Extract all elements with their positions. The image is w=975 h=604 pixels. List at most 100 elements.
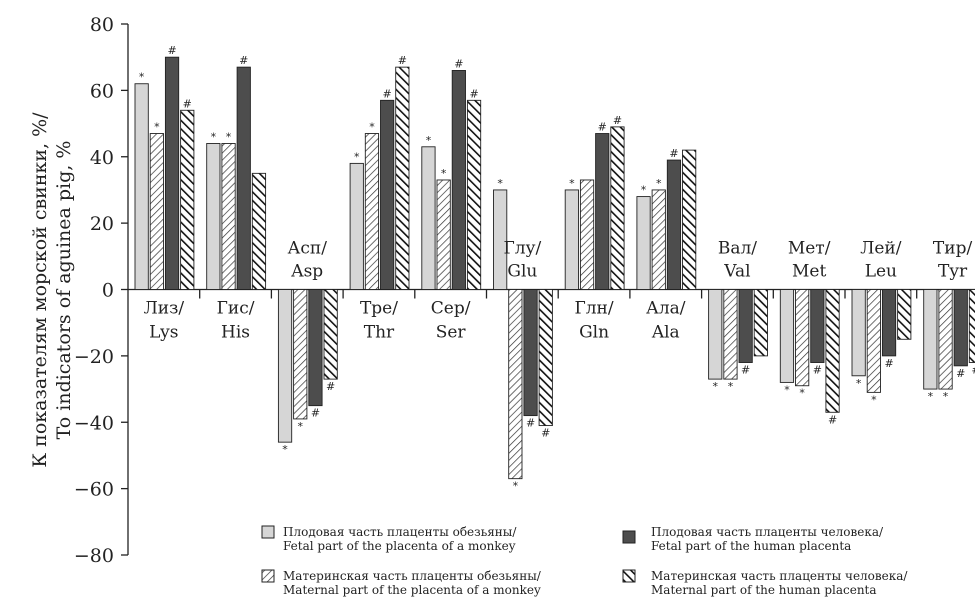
legend-item-maternal-human: Материнская часть плаценты человека/ Mat… xyxy=(622,569,908,597)
category-label-en: Gln xyxy=(579,323,609,343)
significance-mark: * xyxy=(354,150,360,163)
significance-mark: * xyxy=(513,480,519,493)
bar xyxy=(451,70,466,290)
legend-swatch-maternal-human xyxy=(622,569,636,583)
significance-mark: * xyxy=(154,121,160,134)
y-tick-label: −40 xyxy=(74,412,114,434)
bar xyxy=(753,289,768,357)
significance-mark: # xyxy=(469,87,478,100)
category-labels: Лиз/Lys Гис/His Асп/Asp Тре/Thr Сер/Ser Глу/G… xyxy=(144,239,973,343)
significance-mark: # xyxy=(383,87,392,100)
category-label-en: Asp xyxy=(290,262,323,282)
bar xyxy=(421,146,436,290)
bar xyxy=(180,109,195,290)
significance-mark: # xyxy=(956,367,965,380)
y-tick-label: 40 xyxy=(90,147,114,169)
bar xyxy=(968,289,975,363)
legend-swatch-fetal-human xyxy=(622,530,636,544)
significance-mark: # xyxy=(598,121,607,134)
bar xyxy=(938,289,953,390)
category-label-ru: Ала/ xyxy=(646,299,686,319)
bar xyxy=(610,126,625,290)
significance-mark: # xyxy=(311,407,320,420)
bar xyxy=(953,289,968,367)
legend-swatch-fetal-monkey xyxy=(261,525,275,539)
bars xyxy=(134,56,975,480)
bar xyxy=(636,196,651,290)
bar xyxy=(206,143,221,290)
significance-mark: # xyxy=(183,97,192,110)
category-label-en: His xyxy=(221,323,250,343)
significance-mark: * xyxy=(784,383,790,396)
legend-label-fetal-monkey-ru: Плодовая часть плаценты обезьяны/ xyxy=(283,525,517,539)
y-tick-label: −60 xyxy=(74,479,114,501)
bar xyxy=(538,289,553,427)
y-tick-label: 80 xyxy=(90,14,114,36)
bar xyxy=(795,289,810,387)
significance-mark: * xyxy=(298,420,304,433)
bar xyxy=(595,133,610,290)
significance-mark: * xyxy=(226,130,232,143)
category-label-ru: Глн/ xyxy=(574,299,613,319)
legend-item-fetal-human: Плодовая часть плаценты человека/ Fetal … xyxy=(622,525,884,553)
category-label-en: Leu xyxy=(865,262,897,282)
bar xyxy=(251,172,267,290)
y-tick-label: −80 xyxy=(74,545,114,567)
significance-mark: # xyxy=(613,114,622,127)
bar xyxy=(682,149,697,290)
y-axis-title: К показателям морской свинки, %/ To indi… xyxy=(29,112,75,468)
significance-mark: * xyxy=(426,134,432,147)
bar xyxy=(277,289,293,443)
category-label-en: Val xyxy=(723,262,750,282)
bar xyxy=(149,133,164,290)
category-label-en: Thr xyxy=(364,323,395,343)
category-label-ru: Асп/ xyxy=(288,239,328,259)
significance-mark: # xyxy=(828,413,837,426)
y-axis-title-line2: To indicators of aguinea pig, % xyxy=(53,141,75,440)
significance-mark: * xyxy=(282,443,288,456)
significance-mark: * xyxy=(856,377,862,390)
significance-mark: * xyxy=(441,167,447,180)
y-tick-label: 20 xyxy=(90,213,114,235)
axes: 80 60 40 20 0 −20 −40 −60 −80 xyxy=(74,14,975,567)
bar xyxy=(293,289,308,420)
bar xyxy=(308,289,323,407)
category-label-en: Ala xyxy=(651,323,680,343)
bar xyxy=(221,143,236,290)
bar xyxy=(923,289,938,390)
bar xyxy=(738,289,753,363)
bar xyxy=(579,179,595,290)
y-tick-label: 0 xyxy=(102,280,114,302)
significance-mark: * xyxy=(497,177,503,190)
legend-label-maternal-human-ru: Материнская часть плаценты человека/ xyxy=(651,569,908,583)
bar xyxy=(466,99,482,290)
bar xyxy=(708,289,723,380)
significance-mark: * xyxy=(728,380,734,393)
significance-mark: # xyxy=(669,147,678,160)
bar xyxy=(364,133,380,290)
significance-mark: # xyxy=(326,380,335,393)
legend-label-fetal-human-ru: Плодовая часть плаценты человека/ xyxy=(651,525,884,539)
bar xyxy=(651,189,666,290)
legend-label-maternal-monkey-ru: Материнская часть плаценты обезьяны/ xyxy=(283,569,542,583)
significance-mark: * xyxy=(871,393,877,406)
bar xyxy=(564,189,579,290)
category-label-ru: Мет/ xyxy=(788,239,831,259)
bar xyxy=(723,289,738,380)
significance-mark: * xyxy=(569,177,575,190)
significance-mark: # xyxy=(541,427,550,440)
significance-mark: # xyxy=(971,364,975,377)
significance-mark: * xyxy=(928,390,934,403)
significance-marks: * * # # * * # * * # # * * # # * * # # * * # # * # # * * # * * # * * # # * * # *… xyxy=(139,44,975,492)
y-tick-label: 60 xyxy=(90,80,114,102)
significance-mark: # xyxy=(813,364,822,377)
legend-label-maternal-monkey-en: Maternal part of the placenta of a monke… xyxy=(283,583,541,597)
y-axis-title-line1: К показателям морской свинки, %/ xyxy=(29,112,51,468)
category-label-ru: Лей/ xyxy=(860,239,902,259)
bar xyxy=(380,99,395,290)
legend-item-maternal-monkey: Материнская часть плаценты обезьяны/ Mat… xyxy=(261,569,542,597)
significance-mark: * xyxy=(656,177,662,190)
category-label-ru: Сер/ xyxy=(431,299,471,319)
category-label-en: Met xyxy=(792,262,826,282)
bar xyxy=(508,289,523,480)
